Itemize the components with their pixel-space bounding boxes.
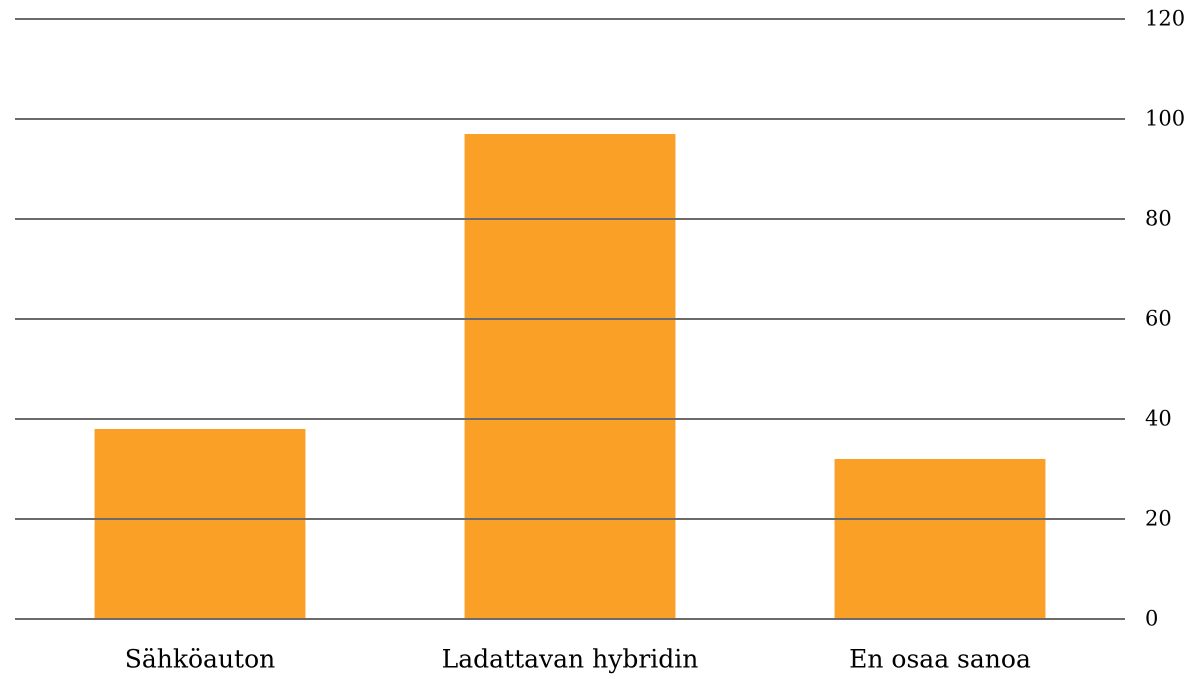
y-tick-label: 0 [1145, 607, 1158, 631]
y-tick-label: 80 [1145, 207, 1172, 231]
y-tick-label: 100 [1145, 107, 1185, 131]
x-tick-label: Ladattavan hybridin [442, 645, 699, 674]
bar [464, 134, 676, 619]
x-tick-label: Sähköauton [125, 645, 276, 674]
x-tick-label: En osaa sanoa [849, 645, 1031, 674]
y-tick-label: 20 [1145, 507, 1172, 531]
bar [94, 429, 306, 619]
y-tick-label: 40 [1145, 407, 1172, 431]
y-tick-label: 60 [1145, 307, 1172, 331]
y-tick-label: 120 [1145, 7, 1185, 31]
bar [834, 459, 1046, 619]
